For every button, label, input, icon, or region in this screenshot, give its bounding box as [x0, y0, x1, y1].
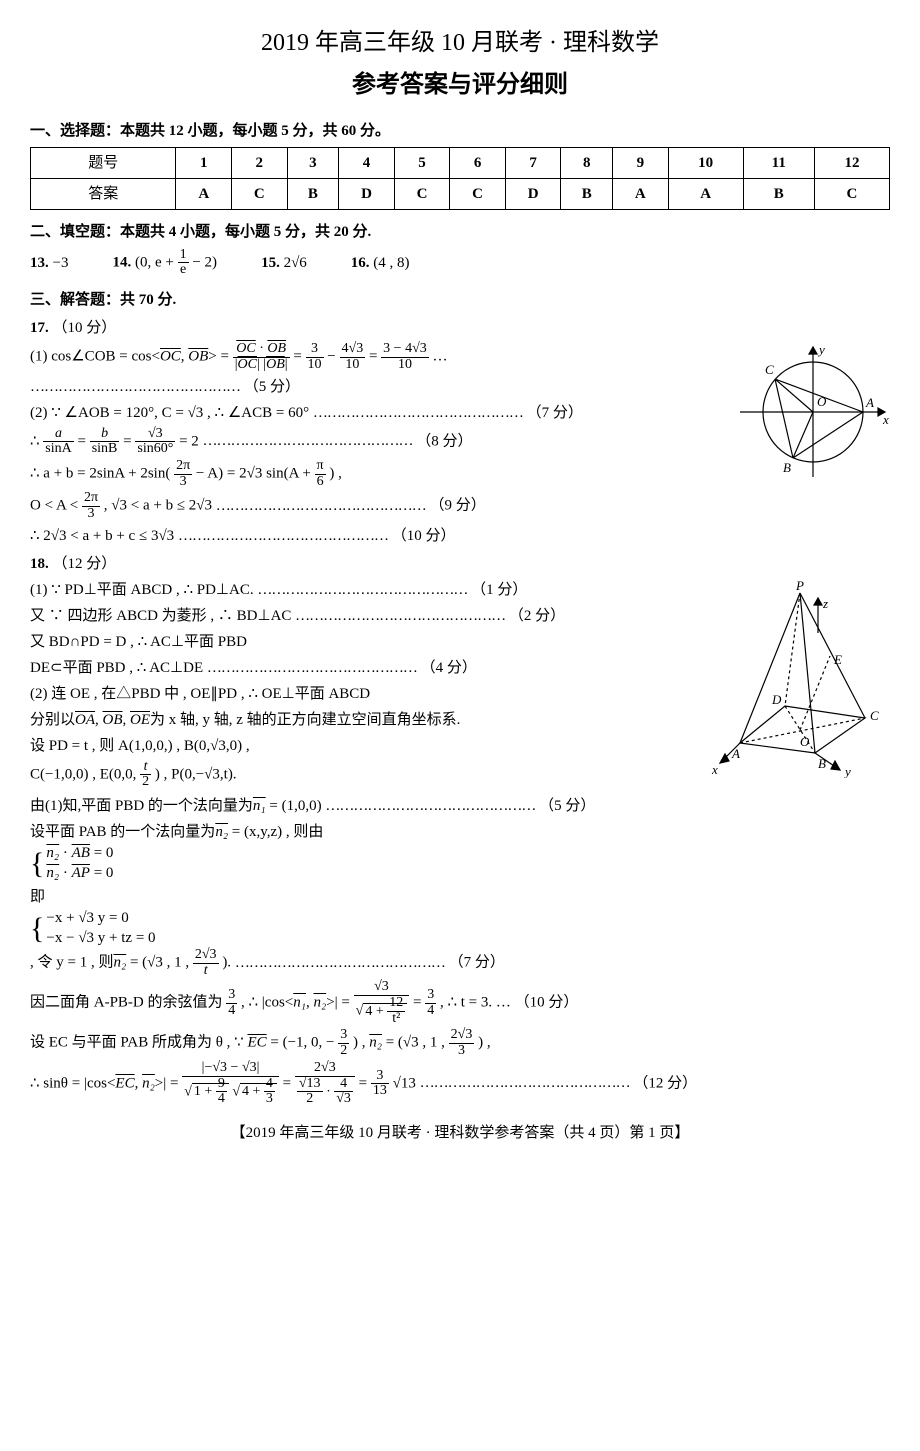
q16-num: 16.	[351, 255, 370, 271]
main-title-2: 参考答案与评分细则	[30, 66, 890, 104]
svg-text:O: O	[800, 734, 810, 749]
main-title-1: 2019 年高三年级 10 月联考 · 理科数学	[30, 24, 890, 62]
q17-header: 17. （10 分）	[30, 316, 890, 340]
mc-header-label: 题号	[31, 147, 176, 178]
svg-text:y: y	[843, 764, 851, 778]
q13-num: 13.	[30, 255, 49, 271]
section-1-heading: 一、选择题：本题共 12 小题，每小题 5 分，共 60 分。	[30, 119, 890, 143]
section-2-heading: 二、填空题：本题共 4 小题，每小题 5 分，共 20 分.	[30, 220, 890, 244]
q13-ans: −3	[53, 255, 69, 271]
table-row: 题号 12 34 56 78 910 1112	[31, 147, 890, 178]
mc-answer-label: 答案	[31, 178, 176, 209]
svg-text:A: A	[731, 746, 740, 761]
q15-ans: 2√6	[284, 255, 307, 271]
q17-line: (1) cos∠COB = cos<OC, OB> = OC · OB|OC| …	[30, 342, 890, 372]
table-row: 答案 AC BD CC DB AA BC	[31, 178, 890, 209]
svg-text:B: B	[818, 756, 826, 771]
page-footer: 【2019 年高三年级 10 月联考 · 理科数学参考答案（共 4 页）第 1 …	[30, 1121, 890, 1145]
q16-ans: (4 , 8)	[373, 255, 409, 271]
svg-text:C: C	[870, 708, 879, 723]
fill-answers: 13. −3 14. (0, e + 1e − 2) 15. 2√6 16. (…	[30, 248, 890, 278]
figure-18: P z E D C O A B x y	[700, 578, 890, 778]
svg-text:B: B	[783, 460, 791, 475]
svg-text:x: x	[711, 762, 718, 777]
section-3-heading: 三、解答题：共 70 分.	[30, 288, 890, 312]
q15-num: 15.	[261, 255, 280, 271]
mc-answer-table: 题号 12 34 56 78 910 1112 答案 AC BD CC DB A…	[30, 147, 890, 210]
q17-line: (2) ∵ ∠AOB = 120°, C = √3 , ∴ ∠ACB = 60°…	[30, 401, 890, 425]
q18-header: 18. （12 分）	[30, 552, 890, 576]
svg-text:E: E	[833, 652, 842, 667]
q14-num: 14.	[112, 254, 131, 270]
